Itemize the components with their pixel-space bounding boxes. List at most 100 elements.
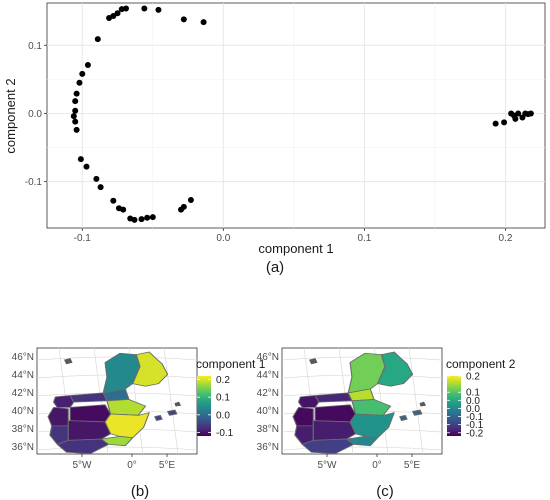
colorbar-label: 0.2: [216, 375, 230, 386]
x-axis-title: component 1: [258, 241, 333, 256]
latitude-line: [37, 446, 197, 451]
legend-title-b: component 1: [196, 357, 266, 371]
data-point: [180, 203, 187, 210]
data-point: [131, 216, 138, 223]
colorbar-label: -0.2: [466, 428, 484, 439]
latitude-label: 38°N: [12, 424, 34, 435]
y-axis-title: component 2: [3, 78, 18, 153]
scatter-points: [70, 5, 534, 223]
longitude-label: 5°W: [73, 460, 93, 471]
latitude-label: 44°N: [12, 370, 34, 381]
data-point: [144, 214, 151, 221]
plot-background: [46, 2, 546, 229]
data-point: [72, 107, 79, 114]
map-region: [351, 399, 392, 416]
data-point: [79, 70, 86, 77]
grid-lines: [47, 3, 545, 228]
data-point: [77, 156, 84, 163]
data-point: [110, 197, 117, 204]
scatter-panel: -0.1 0.0 0.1 0.2 -0.1 0.0 0.1 component 1 com…: [3, 2, 546, 276]
data-point: [512, 115, 519, 122]
colorbar-label: 0.1: [466, 388, 480, 399]
map-region: [314, 404, 357, 423]
latitude-label: 46°N: [12, 352, 34, 363]
land-gray: [64, 358, 73, 365]
land-gray: [309, 358, 318, 365]
legend-title-c: component 2: [446, 357, 516, 371]
y-tick-label: 0.1: [28, 41, 42, 52]
longitude-label: 5°E: [404, 460, 421, 471]
data-point: [70, 113, 77, 120]
y-tick-label: 0.0: [28, 109, 42, 120]
data-point: [97, 184, 104, 191]
data-point: [149, 214, 156, 221]
x-tick-label: 0.2: [499, 233, 513, 244]
colorbar-label: -0.1: [466, 412, 484, 423]
data-point: [73, 90, 80, 97]
longitude-label: 0°: [372, 460, 382, 471]
map-region: [132, 351, 169, 387]
panel-label-b: (b): [131, 483, 149, 500]
map-region: [399, 409, 423, 421]
map-region: [69, 404, 112, 423]
colorbar-label: -0.1: [216, 428, 234, 439]
x-tick-label: 0.1: [357, 233, 371, 244]
panel-label-c: (c): [376, 483, 394, 500]
data-point: [106, 15, 113, 21]
colorbar-label: 0.0: [466, 404, 480, 415]
longitude-line: [163, 348, 179, 454]
latitude-label: 42°N: [257, 388, 279, 399]
data-point: [73, 126, 80, 133]
y-tick-label: -0.1: [25, 177, 43, 188]
latitude-label: 40°N: [257, 406, 279, 417]
latitude-line: [282, 446, 442, 451]
map-region: [377, 351, 414, 387]
x-tick-labels: -0.1 0.0 0.1 0.2: [74, 228, 513, 244]
latitude-label: 42°N: [12, 388, 34, 399]
map-region: [100, 436, 134, 447]
longitude-line: [408, 348, 424, 454]
data-point: [200, 19, 207, 26]
longitude-label: 5°W: [318, 460, 338, 471]
colorbar: [197, 376, 211, 436]
data-point: [187, 197, 194, 204]
colorbar-label: 0.0: [466, 396, 480, 407]
map-region: [67, 420, 112, 441]
colorbar: [447, 376, 461, 436]
data-point: [84, 62, 91, 69]
data-point: [118, 6, 125, 13]
x-tick-label: -0.1: [74, 233, 92, 244]
latitude-label: 36°N: [12, 442, 34, 453]
land-gray: [419, 401, 427, 407]
data-point: [83, 163, 90, 170]
map-region: [312, 420, 357, 441]
data-point: [94, 36, 101, 43]
data-point: [527, 110, 534, 117]
data-point: [72, 98, 79, 105]
map-panel-component-2: 46°N44°N42°N40°N38°N36°N5°W 0° 5°E0.20.10.…: [257, 347, 484, 471]
data-point: [72, 118, 79, 125]
colorbar-label: 0.2: [466, 372, 480, 383]
latitude-label: 44°N: [257, 370, 279, 381]
data-point: [76, 79, 83, 86]
latitude-label: 40°N: [12, 406, 34, 417]
data-point: [155, 6, 162, 13]
latitude-label: 38°N: [257, 424, 279, 435]
longitude-label: 5°E: [159, 460, 176, 471]
map-region: [345, 436, 379, 447]
data-point: [180, 16, 187, 23]
data-point: [492, 120, 499, 127]
data-point: [138, 216, 145, 223]
colorbar-label: 0.0: [216, 410, 230, 421]
colorbar-label: 0.1: [216, 393, 230, 404]
data-point: [141, 5, 148, 12]
map-region: [106, 399, 147, 416]
land-gray: [174, 401, 182, 407]
map-panel-component-1: 46°N 44°N 42°N 40°N 38°N 36°N 5°W 0° 5°E 0.2 0.1 0.…: [12, 347, 234, 471]
x-tick-label: 0.0: [216, 233, 230, 244]
y-tick-labels: -0.1 0.0 0.1: [25, 41, 47, 188]
latitude-label: 46°N: [257, 352, 279, 363]
data-point: [501, 119, 508, 126]
colorbar-label: -0.1: [466, 420, 484, 431]
